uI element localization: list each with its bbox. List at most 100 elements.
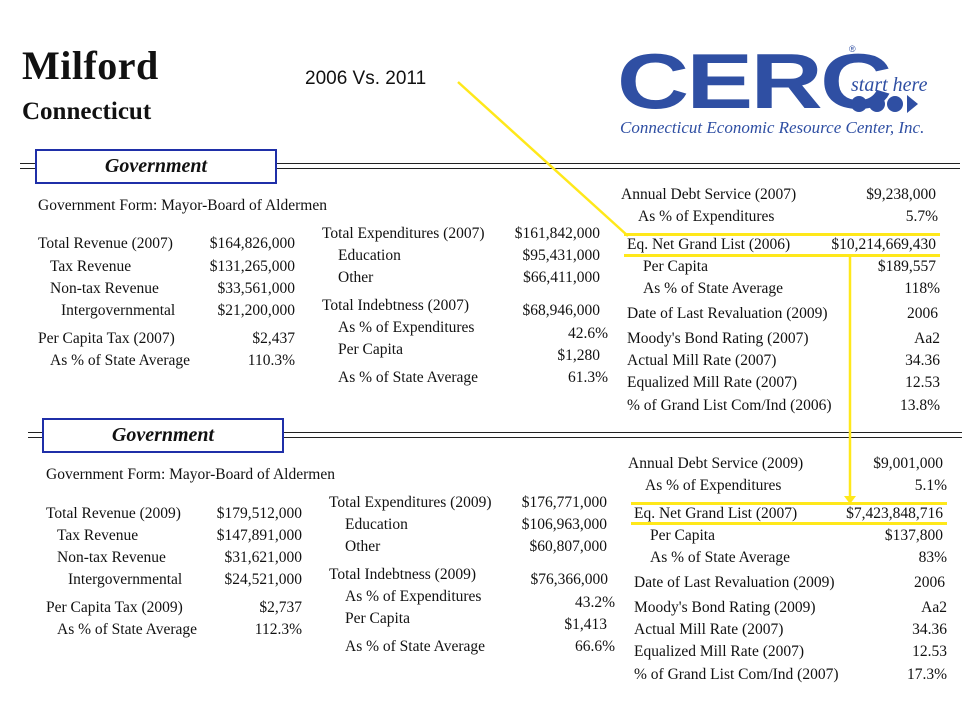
per-capita-tax-value: 110.3%: [247, 352, 295, 369]
right-label: Equalized Mill Rate (2007): [634, 643, 805, 660]
revenue-value: $164,826,000: [209, 235, 295, 252]
right-label: Annual Debt Service (2007): [621, 186, 797, 203]
right-label: Date of Last Revaluation (2009): [627, 305, 828, 322]
government-form: Government Form: Mayor-Board of Aldermen: [38, 197, 327, 214]
highlight-line: [624, 254, 940, 257]
right-value: Aa2: [921, 599, 947, 616]
right-label: As % of Expenditures: [645, 477, 782, 494]
revenue-value: $24,521,000: [224, 571, 303, 588]
indebtedness-value: 43.2%: [574, 594, 615, 611]
expenditure-label: Education: [338, 247, 401, 264]
right-label: % of Grand List Com/Ind (2007): [634, 666, 839, 683]
expenditure-value: $95,431,000: [522, 247, 601, 264]
right-value: 2006: [914, 574, 945, 591]
indebtedness-value: $1,280: [557, 347, 600, 364]
expenditure-label: Total Expenditures (2007): [322, 225, 485, 242]
revenue-label: Intergovernmental: [68, 571, 183, 588]
right-value: $9,001,000: [873, 455, 943, 472]
revenue-value: $131,265,000: [209, 258, 295, 275]
expenditure-value: $106,963,000: [521, 516, 607, 533]
indebtedness-value: $1,413: [564, 616, 607, 633]
per-capita-tax-value: 112.3%: [254, 621, 302, 638]
right-value: 13.8%: [899, 397, 940, 414]
logo-full-name: Connecticut Economic Resource Center, In…: [620, 118, 925, 137]
revenue-value: $147,891,000: [216, 527, 302, 544]
right-value: 5.7%: [905, 208, 938, 225]
indebtedness-label: As % of State Average: [345, 638, 486, 655]
highlight-line: [631, 502, 947, 505]
indebtedness-label: As % of Expenditures: [345, 588, 482, 605]
expenditure-value: $176,771,000: [521, 494, 607, 511]
per-capita-tax-label: Per Capita Tax (2009): [46, 599, 183, 616]
right-label: Per Capita: [643, 258, 708, 275]
town-title: Milford: [22, 43, 159, 88]
highlight-line: [631, 522, 947, 525]
indebtedness-label: Total Indebtness (2007): [322, 297, 469, 314]
expenditure-label: Other: [345, 538, 381, 555]
indebtedness-label: Per Capita: [345, 610, 410, 627]
revenue-value: $33,561,000: [217, 280, 296, 297]
indebtedness-label: As % of Expenditures: [338, 319, 475, 336]
logo-tagline: start here: [851, 74, 928, 96]
section-rule: [20, 168, 960, 169]
right-value: $189,557: [877, 258, 936, 275]
revenue-label: Tax Revenue: [50, 258, 132, 275]
right-value: 2006: [907, 305, 938, 322]
right-label: Moody's Bond Rating (2007): [627, 330, 809, 347]
section-title-2011: Government: [42, 418, 284, 453]
revenue-value: $31,621,000: [224, 549, 303, 566]
right-label: As % of Expenditures: [638, 208, 775, 225]
right-label: Eq. Net Grand List (2007): [634, 505, 798, 522]
indebtedness-label: Per Capita: [338, 341, 403, 358]
per-capita-tax-label: As % of State Average: [50, 352, 191, 369]
registered-mark: ®: [849, 44, 856, 54]
right-value: 83%: [918, 549, 947, 566]
indebtedness-value: 66.6%: [574, 638, 615, 655]
logo-dots-icon: [851, 95, 918, 117]
per-capita-tax-value: $2,437: [252, 330, 295, 347]
right-value: 17.3%: [906, 666, 947, 683]
per-capita-tax-label: As % of State Average: [57, 621, 198, 638]
government-form: Government Form: Mayor-Board of Aldermen: [46, 466, 335, 483]
right-label: Eq. Net Grand List (2006): [627, 236, 791, 253]
right-value: 34.36: [912, 621, 947, 638]
right-label: As % of State Average: [643, 280, 784, 297]
section-title-2006: Government: [35, 149, 277, 184]
right-value: 12.53: [905, 374, 940, 391]
right-label: As % of State Average: [650, 549, 791, 566]
right-value: 5.1%: [914, 477, 947, 494]
right-value: 34.36: [905, 352, 940, 369]
right-value: $10,214,669,430: [831, 236, 936, 253]
right-value: Aa2: [914, 330, 940, 347]
revenue-label: Total Revenue (2007): [38, 235, 173, 252]
expenditure-label: Other: [338, 269, 374, 286]
right-value: $7,423,848,716: [846, 505, 943, 522]
revenue-label: Total Revenue (2009): [46, 505, 181, 522]
indebtedness-value: $68,946,000: [522, 302, 601, 319]
right-value: $137,800: [884, 527, 943, 544]
per-capita-tax-value: $2,737: [259, 599, 302, 616]
right-value: $9,238,000: [866, 186, 936, 203]
indebtedness-value: 42.6%: [567, 325, 608, 342]
right-label: % of Grand List Com/Ind (2006): [627, 397, 832, 414]
right-label: Actual Mill Rate (2007): [634, 621, 784, 638]
revenue-value: $21,200,000: [217, 302, 296, 319]
expenditure-value: $60,807,000: [529, 538, 608, 555]
per-capita-tax-label: Per Capita Tax (2007): [38, 330, 175, 347]
section-rule: [20, 163, 960, 164]
right-label: Actual Mill Rate (2007): [627, 352, 777, 369]
expenditure-label: Education: [345, 516, 408, 533]
revenue-label: Non-tax Revenue: [57, 549, 166, 566]
expenditure-label: Total Expenditures (2009): [329, 494, 492, 511]
right-value: 12.53: [912, 643, 947, 660]
state-subtitle: Connecticut: [22, 98, 152, 125]
right-label: Annual Debt Service (2009): [628, 455, 804, 472]
indebtedness-label: As % of State Average: [338, 369, 479, 386]
indebtedness-label: Total Indebtness (2009): [329, 566, 476, 583]
indebtedness-value: 61.3%: [567, 369, 608, 386]
right-value: 118%: [904, 280, 940, 297]
expenditure-value: $161,842,000: [514, 225, 600, 242]
highlight-line: [624, 233, 940, 236]
section-rule: [28, 437, 962, 438]
